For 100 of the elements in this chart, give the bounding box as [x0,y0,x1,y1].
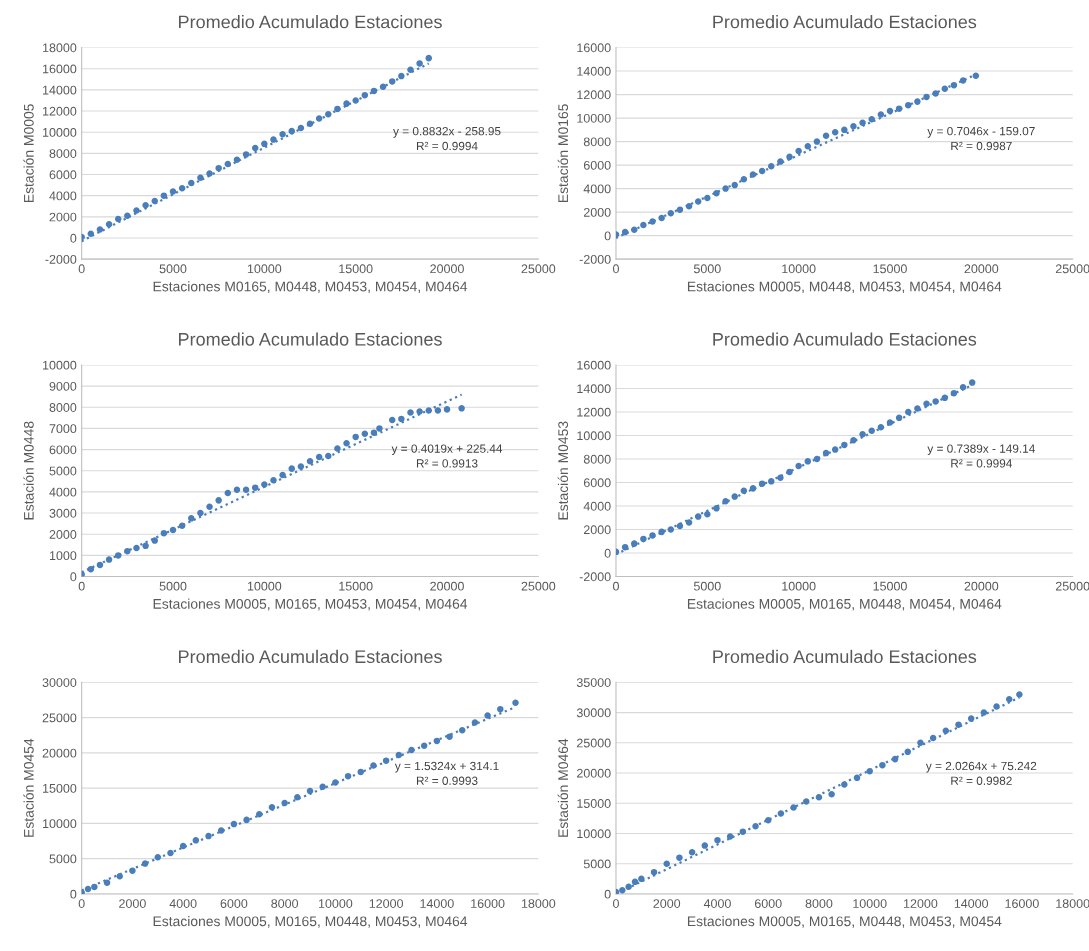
x-tick-label: 18000 [521,899,556,908]
point [704,510,711,518]
point [288,465,295,472]
y-tick-label: 18000 [43,43,77,53]
x-axis-title: Estaciones M0005, M0165, M0448, M0453, M0464 [153,916,468,928]
x-tick-label: 25000 [1055,264,1089,274]
point [972,72,980,80]
y-tick-label: 4000 [49,487,77,497]
point [841,781,848,788]
point [251,484,259,491]
point [1016,691,1023,698]
point [804,143,812,150]
y-tick-label: 35000 [576,678,611,687]
y-tick-label: 14000 [43,85,77,95]
y-tick-label: 16000 [577,43,611,53]
point [160,192,168,199]
point [352,433,359,441]
x-tick-label: 10000 [247,581,282,591]
point [676,854,683,861]
point [224,489,232,497]
x-tick-label: 4000 [703,899,731,908]
point [361,430,369,437]
point [850,123,857,130]
y-tick-label: 7000 [49,424,77,434]
point [105,220,113,228]
point [859,119,866,127]
y-tick-label: 20000 [577,768,611,778]
y-tick-label: 12000 [577,407,611,417]
point [968,379,976,386]
x-tick-label: 0 [613,581,619,591]
x-tick-label: 10000 [318,899,353,908]
annotation: y = 1.5324x + 314.1 [394,761,499,773]
y-axis-title: Estación M0464 [557,738,569,837]
x-tick-label: 14000 [954,899,989,908]
y-tick-label: 8000 [583,137,611,147]
y-tick-label: 2000 [49,530,77,539]
point [955,721,962,728]
y-tick-label: 5000 [49,854,77,864]
point [993,703,1000,710]
y-tick-label: 25000 [577,738,611,748]
point [714,836,721,844]
x-tick-label: 25000 [1055,581,1089,591]
x-tick-label: 5000 [159,581,187,591]
y-tick-label: 6000 [49,170,77,180]
x-tick-label: 4000 [169,899,197,908]
x-tick-label: 0 [78,581,85,591]
x-tick-label: 16000 [1005,899,1039,908]
point [831,128,839,136]
y-tick-label: 10000 [43,127,77,137]
x-tick-label: 15000 [339,581,373,591]
x-axis-title: Estaciones M0005, M0165, M0448, M0453, M0454 [687,916,1002,928]
x-tick-label: 12000 [904,899,938,908]
point [859,431,866,438]
y-tick-label: 15000 [43,783,77,793]
point [261,481,268,488]
x-tick-label: 5000 [693,264,721,274]
y-tick-label: 25000 [42,713,77,723]
y-tick-label: 1000 [49,551,77,561]
y-tick-label: 0 [70,233,77,243]
point [649,532,656,539]
y-tick-label: -2000 [579,572,611,582]
point [790,804,797,811]
point [242,486,250,494]
y-tick-label: 5000 [49,466,77,476]
y-axis-title: Estación M0165 [557,104,569,202]
point [142,542,149,550]
x-tick-label: 10000 [247,264,282,274]
x-tick-label: 20000 [430,264,464,274]
x-tick-label: 8000 [271,899,299,908]
point [306,457,314,465]
point [343,100,350,107]
y-tick-label: 0 [604,548,611,558]
point [398,415,405,423]
y-tick-label: 0 [70,572,77,582]
point [685,519,693,526]
point [142,201,149,209]
y-tick-label: 10000 [577,113,611,123]
point [917,739,924,747]
x-tick-label: 12000 [369,899,404,908]
point [443,406,451,413]
point [813,138,821,145]
y-tick-label: 14000 [577,66,611,76]
point [206,503,213,510]
point [343,439,350,447]
chart-title: Promedio Acumulado Estaciones [713,332,977,346]
y-tick-label: 3000 [49,508,77,518]
point [446,733,453,740]
y-tick-label: 12000 [43,106,77,116]
annotation: R² = 0.9982 [951,776,1012,785]
annotation: y = 0.7389x - 149.14 [927,444,1035,456]
x-tick-label: 0 [78,899,85,908]
x-tick-label: 10000 [853,899,887,908]
point [103,879,111,886]
y-tick-label: 6000 [583,160,611,170]
point [261,140,268,148]
y-tick-label: 4000 [583,184,611,194]
x-tick-label: 20000 [964,264,999,274]
y-tick-label: 2000 [583,207,611,217]
point [370,429,378,436]
x-tick-label: 25000 [521,581,556,591]
